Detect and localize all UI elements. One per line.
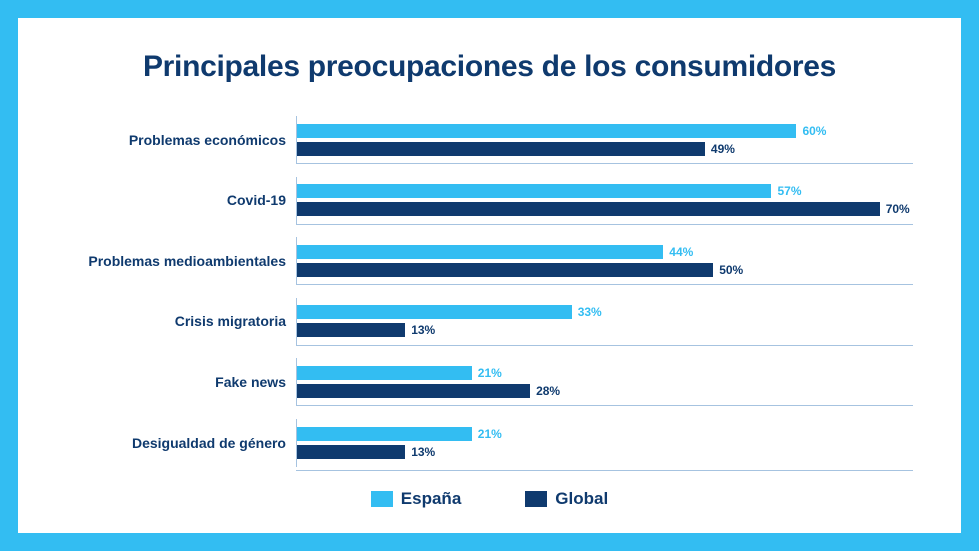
legend-item-global: Global — [525, 489, 608, 509]
chart-title: Principales preocupaciones de los consum… — [66, 50, 913, 84]
bar-espana-fill — [297, 305, 572, 319]
category-label: Fake news — [66, 374, 296, 391]
bar-global-value: 70% — [886, 202, 910, 216]
bar-global-fill — [297, 445, 405, 459]
bars-zone: 60% 49% — [296, 116, 913, 164]
chart-panel: Principales preocupaciones de los consum… — [18, 18, 961, 533]
bar-global-value: 13% — [411, 323, 435, 337]
bar-global-value: 13% — [411, 445, 435, 459]
bar-global-value: 49% — [711, 142, 735, 156]
bar-global: 13% — [297, 322, 913, 338]
bar-espana-value: 57% — [777, 184, 801, 198]
bar-espana: 21% — [297, 365, 913, 381]
bar-espana-fill — [297, 245, 663, 259]
bar-global-value: 28% — [536, 384, 560, 398]
legend-item-espana: España — [371, 489, 461, 509]
bar-global: 50% — [297, 262, 913, 278]
chart-legend: España Global — [66, 471, 913, 509]
bar-global: 13% — [297, 444, 913, 460]
bars-zone: 57% 70% — [296, 177, 913, 225]
bar-espana: 44% — [297, 244, 913, 260]
bars-zone: 21% 28% — [296, 358, 913, 406]
chart-row: Problemas económicos 60% 49% — [66, 116, 913, 164]
bar-global-fill — [297, 384, 530, 398]
bar-espana: 60% — [297, 123, 913, 139]
bar-global-value: 50% — [719, 263, 743, 277]
legend-swatch-espana — [371, 491, 393, 507]
chart-area: Problemas económicos 60% 49% Covid-19 — [66, 112, 913, 471]
legend-label-espana: España — [401, 489, 461, 509]
chart-row: Covid-19 57% 70% — [66, 177, 913, 225]
bar-espana-fill — [297, 427, 472, 441]
legend-label-global: Global — [555, 489, 608, 509]
bar-espana-value: 21% — [478, 366, 502, 380]
bar-global-fill — [297, 323, 405, 337]
bar-espana-value: 60% — [802, 124, 826, 138]
bar-espana: 33% — [297, 304, 913, 320]
bar-espana-fill — [297, 366, 472, 380]
chart-row: Crisis migratoria 33% 13% — [66, 298, 913, 346]
bar-global-fill — [297, 202, 880, 216]
bar-global: 28% — [297, 383, 913, 399]
category-label: Covid-19 — [66, 192, 296, 209]
legend-swatch-global — [525, 491, 547, 507]
bar-espana: 57% — [297, 183, 913, 199]
bar-global: 70% — [297, 201, 913, 217]
chart-row: Problemas medioambientales 44% 50% — [66, 237, 913, 285]
chart-row: Desigualdad de género 21% 13% — [66, 419, 913, 467]
bars-zone: 44% 50% — [296, 237, 913, 285]
x-axis-line — [296, 470, 913, 471]
bar-global-fill — [297, 263, 713, 277]
bar-global-fill — [297, 142, 705, 156]
category-label: Desigualdad de género — [66, 435, 296, 452]
chart-rows: Problemas económicos 60% 49% Covid-19 — [66, 112, 913, 471]
bar-global: 49% — [297, 141, 913, 157]
bar-espana-value: 33% — [578, 305, 602, 319]
bar-espana-value: 21% — [478, 427, 502, 441]
bars-zone: 33% 13% — [296, 298, 913, 346]
chart-row: Fake news 21% 28% — [66, 358, 913, 406]
category-label: Problemas medioambientales — [66, 253, 296, 270]
bar-espana-fill — [297, 184, 771, 198]
bar-espana: 21% — [297, 426, 913, 442]
bars-zone: 21% 13% — [296, 419, 913, 467]
bar-espana-value: 44% — [669, 245, 693, 259]
category-label: Problemas económicos — [66, 132, 296, 149]
category-label: Crisis migratoria — [66, 313, 296, 330]
bar-espana-fill — [297, 124, 796, 138]
